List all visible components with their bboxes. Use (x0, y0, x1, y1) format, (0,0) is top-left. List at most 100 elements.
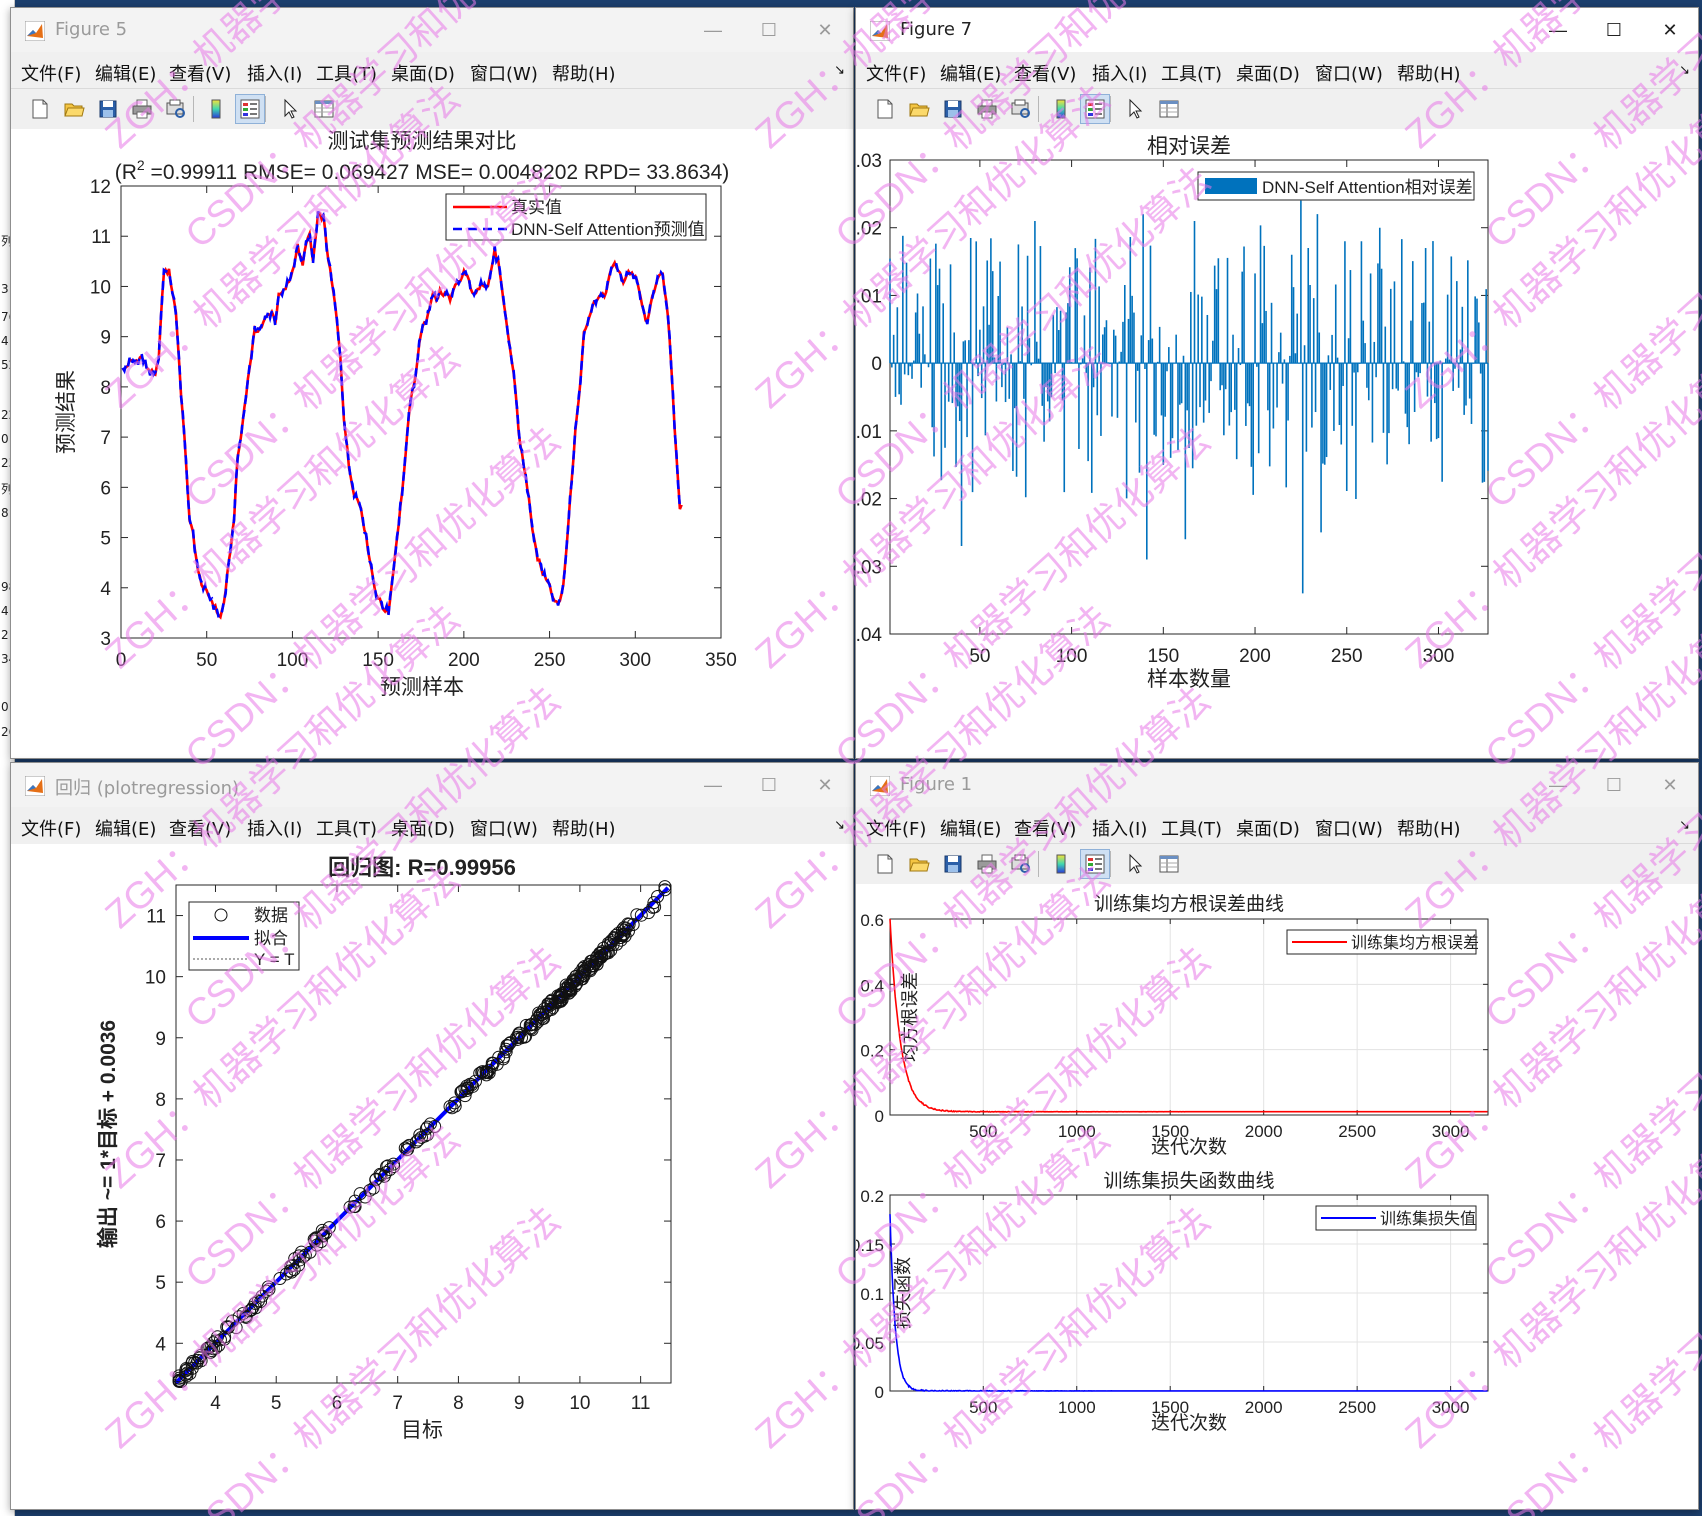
legend-icon[interactable] (235, 94, 265, 124)
minimize-button[interactable]: — (704, 774, 722, 795)
close-button[interactable]: ✕ (817, 19, 833, 40)
data-point (473, 1066, 487, 1080)
menu-overflow-arrow[interactable]: ↘ (834, 817, 845, 832)
x-tick-label: 250 (534, 650, 566, 671)
menu-window[interactable]: 窗口(W) (1315, 819, 1383, 840)
figure5-titlebar[interactable]: Figure 5 — ☐ ✕ (11, 8, 853, 52)
pointer-icon[interactable] (275, 94, 305, 124)
new-figure-icon[interactable] (870, 849, 900, 879)
data-point (651, 890, 665, 904)
pointer-icon[interactable] (1120, 849, 1150, 879)
menu-help[interactable]: 帮助(H) (552, 819, 616, 840)
menu-insert[interactable]: 插入(I) (1092, 64, 1148, 85)
minimize-button[interactable]: — (1549, 774, 1567, 795)
legend-icon[interactable] (1080, 849, 1110, 879)
close-button[interactable]: ✕ (1662, 774, 1678, 795)
desktop-edge-text: 4 (1, 604, 9, 618)
new-figure-icon[interactable] (25, 94, 55, 124)
menu-view[interactable]: 查看(V) (1014, 64, 1077, 85)
menu-file[interactable]: 文件(F) (21, 819, 82, 840)
menu-view[interactable]: 查看(V) (169, 819, 232, 840)
minimize-button[interactable]: — (704, 19, 722, 40)
y-axis-label: 输出 ~= 1*目标 + 0.0036 (96, 1020, 120, 1248)
save-icon[interactable] (938, 849, 968, 879)
minimize-button[interactable]: — (1549, 19, 1567, 40)
menu-tools[interactable]: 工具(T) (316, 64, 378, 85)
figure5-canvas: 测试集预测结果对比 (R2 =0.99911 RMSE= 0.069427 MSE… (11, 129, 853, 758)
close-button[interactable]: ✕ (817, 774, 833, 795)
print-icon[interactable] (972, 94, 1002, 124)
figure7-titlebar[interactable]: Figure 7 — ☐ ✕ (856, 8, 1698, 52)
print-icon[interactable] (972, 849, 1002, 879)
legend: DNN-Self Attention相对误差 (1197, 171, 1475, 201)
open-file-icon[interactable] (904, 94, 934, 124)
figure5-window[interactable]: Figure 5 — ☐ ✕ 文件(F) 编辑(E) 查看(V) 插入(I) 工… (10, 7, 854, 759)
y-axis-label: 预测结果 (55, 370, 78, 454)
print-preview-icon[interactable] (1006, 849, 1036, 879)
regression-titlebar[interactable]: 回归 (plotregression) — ☐ ✕ (11, 763, 853, 807)
menu-help[interactable]: 帮助(H) (1397, 819, 1461, 840)
legend-swatch (1205, 178, 1257, 194)
save-icon[interactable] (93, 94, 123, 124)
menu-edit[interactable]: 编辑(E) (95, 819, 157, 840)
colorbar-icon[interactable] (1046, 849, 1076, 879)
print-icon[interactable] (127, 94, 157, 124)
menu-window[interactable]: 窗口(W) (470, 819, 538, 840)
menu-overflow-arrow[interactable]: ↘ (834, 62, 845, 77)
x-tick-label: 150 (1147, 646, 1179, 667)
menu-edit[interactable]: 编辑(E) (940, 64, 1002, 85)
legend-icon[interactable] (1080, 94, 1110, 124)
toolbar-separator (1038, 851, 1039, 877)
y-tick-label: -0.04 (856, 625, 882, 646)
menu-desktop[interactable]: 桌面(D) (391, 64, 455, 85)
menu-overflow-arrow[interactable]: ↘ (1679, 817, 1690, 832)
figure1-titlebar[interactable]: Figure 1 — ☐ ✕ (856, 763, 1698, 807)
data-point (315, 1223, 329, 1237)
regression-window[interactable]: 回归 (plotregression) — ☐ ✕ 文件(F) 编辑(E) 查看… (10, 762, 854, 1510)
menu-insert[interactable]: 插入(I) (1092, 819, 1148, 840)
menu-help[interactable]: 帮助(H) (1397, 64, 1461, 85)
maximize-button[interactable]: ☐ (760, 19, 778, 40)
menu-file[interactable]: 文件(F) (866, 64, 927, 85)
y-tick-label: 4 (155, 1334, 166, 1355)
menu-insert[interactable]: 插入(I) (247, 64, 303, 85)
pointer-icon[interactable] (1120, 94, 1150, 124)
print-preview-icon[interactable] (161, 94, 191, 124)
maximize-button[interactable]: ☐ (1605, 19, 1623, 40)
x-tick-label: 2000 (1245, 1122, 1283, 1141)
maximize-button[interactable]: ☐ (1605, 774, 1623, 795)
open-file-icon[interactable] (59, 94, 89, 124)
new-figure-icon[interactable] (870, 94, 900, 124)
property-inspector-icon[interactable] (1154, 849, 1184, 879)
property-inspector-icon[interactable] (309, 94, 339, 124)
menu-tools[interactable]: 工具(T) (1161, 64, 1223, 85)
menu-view[interactable]: 查看(V) (1014, 819, 1077, 840)
menu-overflow-arrow[interactable]: ↘ (1679, 62, 1690, 77)
property-inspector-icon[interactable] (1154, 94, 1184, 124)
colorbar-icon[interactable] (201, 94, 231, 124)
menu-tools[interactable]: 工具(T) (316, 819, 378, 840)
menu-edit[interactable]: 编辑(E) (95, 64, 157, 85)
open-file-icon[interactable] (904, 849, 934, 879)
maximize-button[interactable]: ☐ (760, 774, 778, 795)
menu-view[interactable]: 查看(V) (169, 64, 232, 85)
menu-window[interactable]: 窗口(W) (470, 64, 538, 85)
menu-tools[interactable]: 工具(T) (1161, 819, 1223, 840)
menu-file[interactable]: 文件(F) (866, 819, 927, 840)
x-tick-label: 300 (1423, 646, 1455, 667)
colorbar-icon[interactable] (1046, 94, 1076, 124)
legend-label-identity: Y = T (254, 950, 294, 969)
print-preview-icon[interactable] (1006, 94, 1036, 124)
close-button[interactable]: ✕ (1662, 19, 1678, 40)
figure1-window[interactable]: Figure 1 — ☐ ✕ 文件(F) 编辑(E) 查看(V) 插入(I) 工… (855, 762, 1699, 1510)
menu-desktop[interactable]: 桌面(D) (391, 819, 455, 840)
menu-insert[interactable]: 插入(I) (247, 819, 303, 840)
menu-desktop[interactable]: 桌面(D) (1236, 64, 1300, 85)
menu-help[interactable]: 帮助(H) (552, 64, 616, 85)
menu-file[interactable]: 文件(F) (21, 64, 82, 85)
menu-edit[interactable]: 编辑(E) (940, 819, 1002, 840)
menu-desktop[interactable]: 桌面(D) (1236, 819, 1300, 840)
menu-window[interactable]: 窗口(W) (1315, 64, 1383, 85)
save-icon[interactable] (938, 94, 968, 124)
figure7-window[interactable]: Figure 7 — ☐ ✕ 文件(F) 编辑(E) 查看(V) 插入(I) 工… (855, 7, 1699, 759)
